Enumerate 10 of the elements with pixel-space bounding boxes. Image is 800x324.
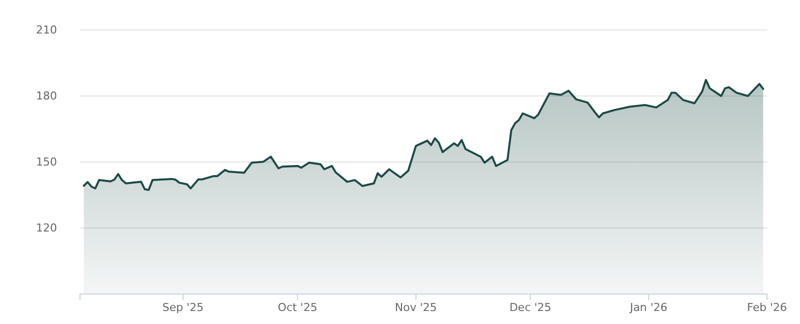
- x-tick-label: Nov '25: [394, 300, 437, 314]
- x-tick-label: Oct '25: [278, 300, 318, 314]
- y-tick-label: 180: [36, 90, 57, 103]
- x-tick-label: Jan '26: [628, 300, 668, 314]
- x-tick-label: Feb '26: [747, 300, 787, 314]
- y-tick-label: 150: [36, 156, 57, 169]
- x-tick-label: Dec '25: [509, 300, 552, 314]
- x-tick-label: Sep '25: [162, 300, 204, 314]
- y-tick-label: 210: [36, 24, 57, 37]
- y-tick-label: 120: [36, 222, 57, 235]
